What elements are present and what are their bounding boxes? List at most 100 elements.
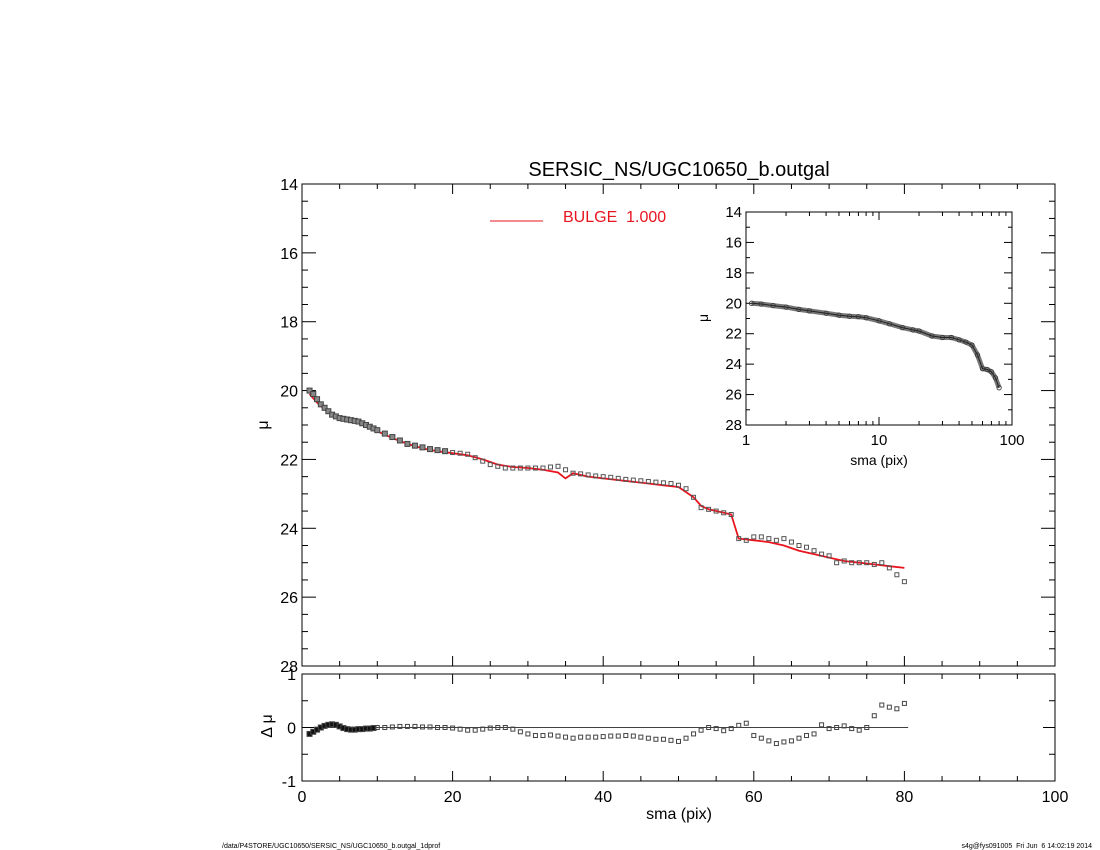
residual-point xyxy=(766,738,772,744)
residual-y-tick-label: -1 xyxy=(282,774,296,791)
data-point xyxy=(668,481,674,487)
residual-point xyxy=(698,727,704,733)
data-point xyxy=(773,537,779,543)
data-point xyxy=(623,476,629,482)
residual-point xyxy=(796,735,802,741)
main-y-tick-label: 18 xyxy=(280,315,298,332)
residual-point xyxy=(510,726,516,732)
data-point xyxy=(517,465,523,471)
data-point xyxy=(593,473,599,479)
data-series xyxy=(306,387,907,585)
data-point xyxy=(442,448,449,455)
main-title: SERSIC_NS/UGC10650_b.outgal xyxy=(528,159,829,181)
residual-point xyxy=(480,726,486,732)
residual-point xyxy=(864,725,870,730)
data-point xyxy=(758,534,764,540)
data-point xyxy=(728,512,734,518)
residual-point xyxy=(525,731,531,737)
data-point xyxy=(381,430,388,437)
data-point xyxy=(653,479,659,485)
residual-point xyxy=(412,723,418,729)
main-y-tick-label: 16 xyxy=(280,246,298,263)
data-point xyxy=(901,579,907,585)
residual-point xyxy=(781,739,787,745)
data-point xyxy=(751,534,757,540)
residual-point xyxy=(894,706,900,712)
data-point xyxy=(826,553,832,559)
data-point xyxy=(766,536,772,542)
residual-point xyxy=(713,726,719,732)
main-y-tick-label: 20 xyxy=(280,384,298,401)
data-point xyxy=(570,470,576,476)
residual-point xyxy=(751,733,757,739)
inset-y-tick-label: 24 xyxy=(725,356,742,373)
data-point xyxy=(540,465,546,471)
inset-data-point xyxy=(956,337,962,343)
residual-point xyxy=(397,723,403,729)
inset-y-tick-label: 20 xyxy=(725,295,742,312)
data-point xyxy=(480,458,486,464)
inset-x-tick-labels: 1 10 100 xyxy=(742,432,1025,449)
data-point xyxy=(374,427,381,434)
data-point xyxy=(495,463,501,469)
inset-x-tick-label: 1 xyxy=(742,432,750,449)
footer-file-path: /data/P4STORE/UGC10650/SERSIC_NS/UGC1065… xyxy=(222,843,440,850)
data-point xyxy=(819,551,825,557)
residual-point xyxy=(370,725,377,732)
data-point xyxy=(864,560,870,566)
residual-axis-ticks xyxy=(301,673,1056,782)
residual-point xyxy=(450,725,456,731)
main-y-tick-label: 24 xyxy=(280,521,298,538)
residual-point xyxy=(555,733,561,739)
data-point xyxy=(600,474,606,480)
inset-x-tick-label: 10 xyxy=(871,432,888,449)
residual-point xyxy=(849,726,855,732)
inset-data-point xyxy=(996,385,1002,391)
residual-point xyxy=(804,733,810,739)
residual-y-tick-labels: -1 0 1 xyxy=(282,667,296,791)
residual-x-tick-label: 80 xyxy=(896,789,914,806)
inset-data-point xyxy=(796,306,802,312)
residual-point xyxy=(547,732,553,738)
data-point xyxy=(389,434,396,441)
residual-series xyxy=(306,700,907,747)
residual-point xyxy=(834,725,840,730)
data-point xyxy=(321,404,328,411)
data-point xyxy=(450,450,456,456)
residual-point xyxy=(563,734,569,740)
residual-point xyxy=(382,725,388,730)
data-point xyxy=(615,475,621,481)
residual-x-tick-labels: 0 20 40 60 80 100 xyxy=(298,789,1069,806)
residual-point xyxy=(811,731,817,737)
residual-point xyxy=(743,720,749,726)
inset-data-point xyxy=(846,313,853,319)
data-point xyxy=(849,560,855,566)
residual-point xyxy=(374,725,380,730)
residual-point xyxy=(788,738,794,744)
inset-data-point xyxy=(886,321,893,327)
data-point xyxy=(638,478,644,484)
data-point xyxy=(856,560,862,566)
residual-point xyxy=(487,725,493,731)
data-point xyxy=(555,463,561,469)
inset-axis-ticks xyxy=(745,211,1013,426)
residual-x-tick-label: 20 xyxy=(444,789,462,806)
inset-data-point xyxy=(876,318,882,324)
data-point xyxy=(676,482,681,488)
residual-point xyxy=(901,700,907,706)
inset-data-point xyxy=(855,314,861,320)
data-point xyxy=(834,560,840,566)
data-point xyxy=(325,408,332,415)
data-point xyxy=(563,467,569,473)
residual-point xyxy=(879,702,885,708)
residual-point xyxy=(728,726,734,732)
residual-point xyxy=(886,704,892,710)
data-point xyxy=(532,465,538,471)
residual-point xyxy=(721,728,727,734)
legend: BULGE 1.000 xyxy=(490,209,666,226)
data-point xyxy=(472,455,478,461)
data-point xyxy=(683,486,689,492)
main-profile-panel: SERSIC_NS/UGC10650_b.outgal 14 16 18 20 22 24… xyxy=(255,159,1056,676)
data-point xyxy=(306,387,313,394)
residual-point xyxy=(419,724,425,730)
